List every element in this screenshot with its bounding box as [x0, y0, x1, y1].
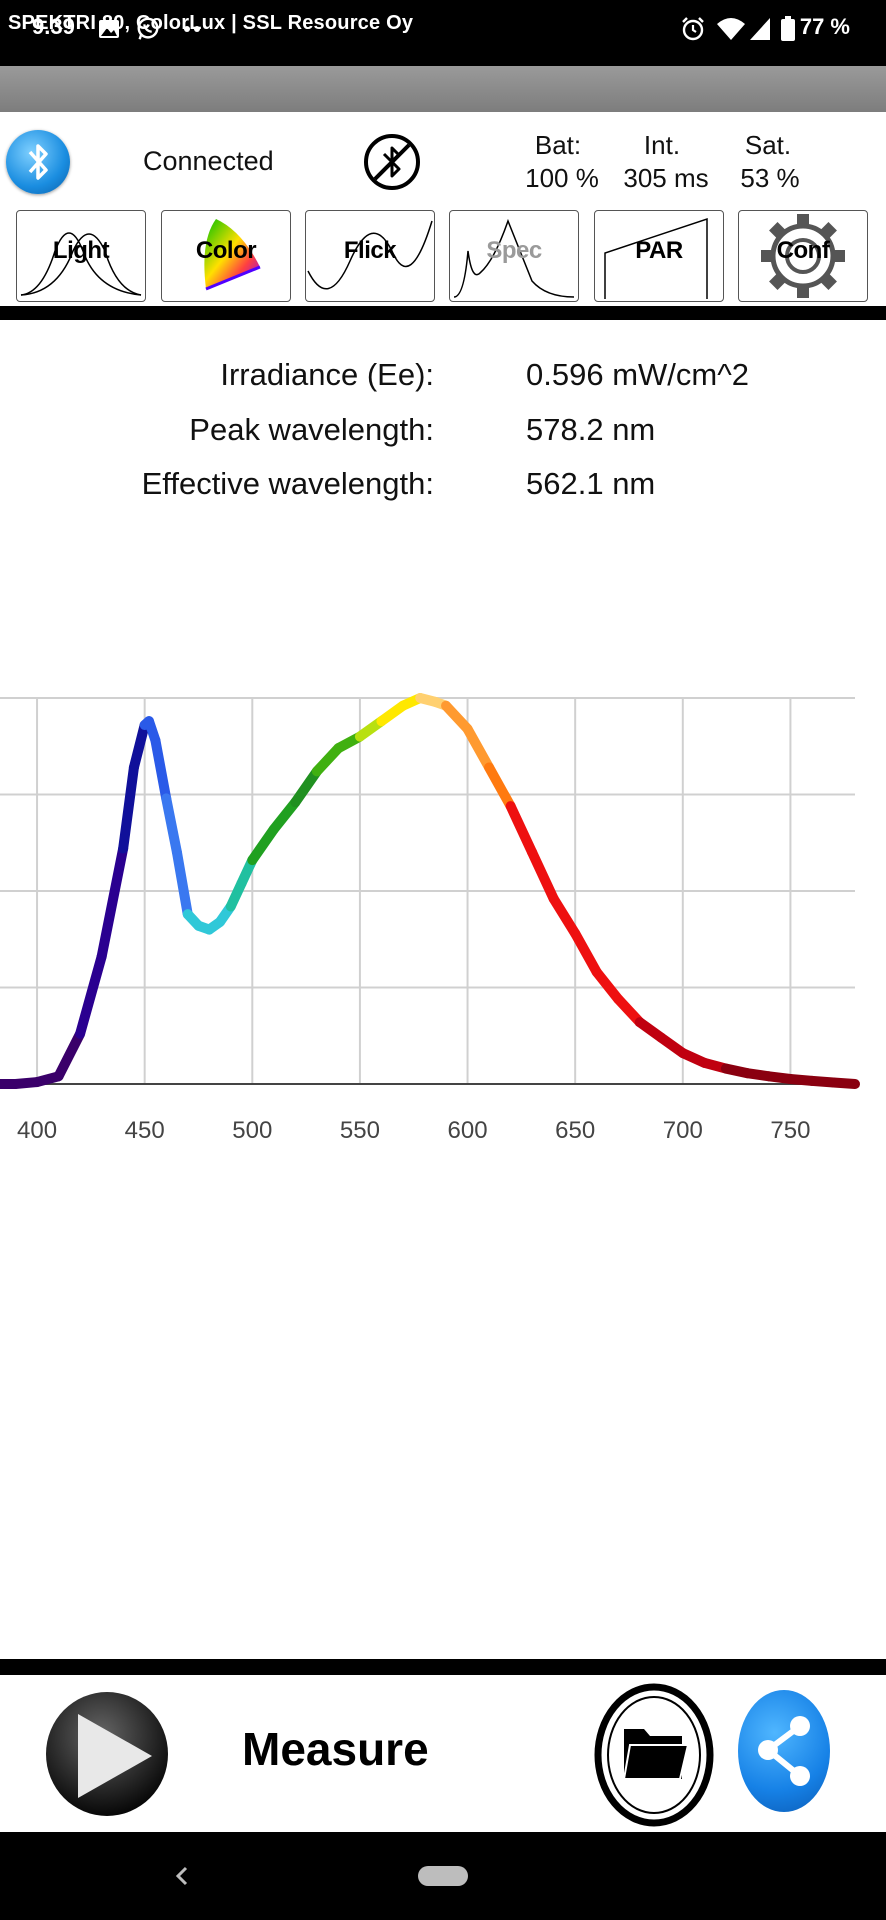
par-ramp-icon [604, 217, 708, 299]
battery-percentage: 77 % [799, 14, 850, 39]
light-curves-icon [20, 232, 142, 296]
spectrum-segment [527, 847, 559, 904]
x-tick-label: 400 [17, 1117, 57, 1144]
spectrum-segment [290, 766, 322, 808]
spectrum-chart: 400 450 500 550 600 650 700 750 [0, 693, 860, 1144]
tab-spec-label: Spec [486, 237, 542, 264]
play-button[interactable] [44, 1690, 170, 1818]
tab-conf-label: Conf [776, 237, 830, 264]
peak-wavelength-value: 578.2 nm [526, 412, 656, 447]
tab-flick[interactable]: Flick [305, 210, 435, 302]
x-tick-label: 550 [340, 1117, 380, 1144]
spectrum-segment [128, 720, 150, 773]
status-bar [0, 0, 886, 66]
share-button[interactable] [738, 1690, 830, 1812]
wifi-icon [717, 18, 745, 40]
battery-value: 100 % [525, 163, 599, 193]
saturation-value: 53 % [740, 163, 800, 193]
tab-par-label: PAR [635, 237, 683, 264]
spectrum-segment [613, 994, 645, 1028]
spectrum-segment [75, 951, 107, 1039]
bluetooth-button[interactable] [6, 130, 70, 194]
x-axis-ticks: 400 450 500 550 600 650 700 750 [17, 1117, 810, 1144]
spectrum-segment [505, 801, 538, 858]
folder-icon [622, 1729, 690, 1780]
battery-label: Bat: [534, 130, 582, 160]
spectrum-segment [828, 1077, 860, 1089]
gear-icon [761, 214, 845, 298]
spectrum-segment [150, 735, 172, 804]
tab-color[interactable]: Color [161, 210, 291, 302]
share-icon [758, 1716, 810, 1786]
spectrum-segment [171, 847, 193, 920]
irradiance-value: 0.596 mW/cm^2 [526, 357, 749, 392]
back-icon[interactable] [170, 1858, 194, 1894]
spectrum-segment [548, 893, 581, 939]
x-tick-label: 500 [232, 1117, 272, 1144]
x-tick-label: 600 [448, 1117, 488, 1144]
spectrum-segment [311, 743, 344, 777]
divider [0, 306, 886, 320]
flicker-wave-icon [307, 220, 433, 290]
spectrum-segment [161, 793, 182, 858]
app-title-bar [0, 66, 886, 112]
x-tick-label: 450 [125, 1117, 165, 1144]
open-folder-button[interactable] [594, 1683, 714, 1827]
peak-wavelength-label: Peak wavelength: [189, 412, 434, 447]
measure-label: Measure [242, 1723, 429, 1775]
home-button[interactable] [418, 1866, 468, 1886]
tab-par[interactable]: PAR [594, 210, 724, 302]
x-tick-label: 650 [555, 1117, 595, 1144]
tab-color-label: Color [195, 237, 257, 264]
connection-status: Connected [143, 146, 274, 176]
app-title: SPEKTRI 80, ColorLux | SSL Resource Oy [8, 12, 414, 34]
chart-grid [0, 697, 855, 1085]
whatsapp-icon [137, 17, 159, 40]
battery-icon [781, 16, 795, 41]
play-icon [78, 1714, 152, 1798]
integration-value: 305 ms [623, 163, 709, 193]
spectrum-segment [268, 797, 301, 835]
integration-label: Int. [643, 130, 681, 160]
x-tick-label: 700 [663, 1117, 703, 1144]
spectrum-segment [570, 928, 602, 978]
spectrum-segment [484, 762, 516, 812]
spectrum-segment [118, 762, 139, 854]
bluetooth-icon [28, 144, 48, 180]
divider [0, 1659, 886, 1675]
alarm-icon [682, 17, 704, 41]
status-time: 9.39 [32, 14, 75, 39]
spectrum-segment [462, 723, 495, 773]
gallery-icon [99, 20, 119, 38]
color-gamut-icon [204, 219, 261, 291]
spectrum-segment [247, 824, 279, 866]
effective-wavelength-value: 562.1 nm [526, 466, 656, 501]
tab-spec[interactable]: Spec [449, 210, 579, 302]
spectrum-segment [96, 843, 129, 962]
x-tick-label: 750 [770, 1117, 810, 1144]
spectrum-segment [441, 700, 473, 734]
effective-wavelength-label: Effective wavelength: [141, 466, 434, 501]
tab-light[interactable]: Light [16, 210, 146, 302]
more-notifications-icon [184, 26, 200, 32]
bluetooth-disconnect-icon[interactable] [363, 133, 421, 191]
irradiance-label: Irradiance (Ee): [220, 357, 434, 392]
spectrum-segment [591, 967, 624, 1005]
signal-icon [750, 18, 770, 40]
spectrum-segment [53, 1028, 86, 1082]
tab-flick-label: Flick [343, 237, 397, 264]
tab-light-label: Light [52, 237, 110, 264]
spectrum-icon [453, 218, 575, 298]
saturation-label: Sat. [744, 130, 792, 160]
spectrum-line [0, 693, 860, 1089]
tab-conf[interactable]: Conf [738, 210, 868, 302]
